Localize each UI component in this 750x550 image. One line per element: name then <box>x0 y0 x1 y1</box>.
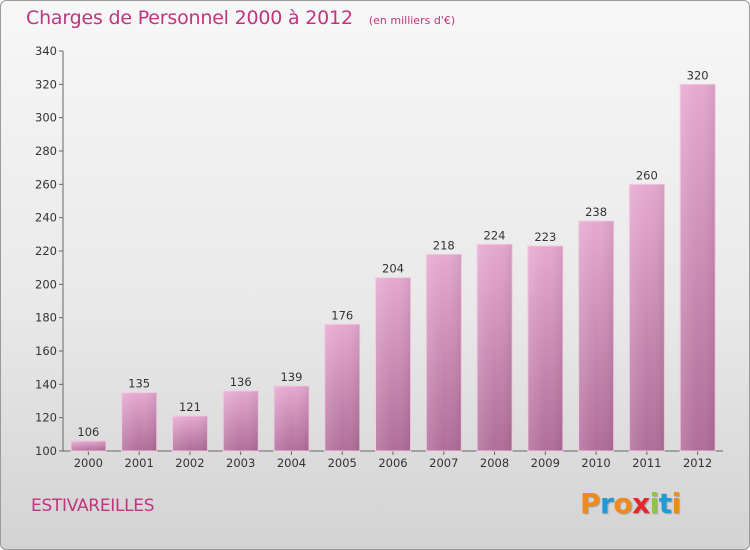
y-tick-label: 320 <box>35 77 57 91</box>
x-tick-label: 2012 <box>683 456 712 470</box>
bar-sheen <box>172 416 208 451</box>
data-label: 176 <box>331 308 353 322</box>
x-tick-label: 2006 <box>378 456 407 470</box>
data-label: 136 <box>230 375 252 389</box>
y-tick-label: 160 <box>35 344 57 358</box>
data-label: 106 <box>77 425 99 439</box>
data-label: 135 <box>128 377 150 391</box>
data-label: 223 <box>534 230 556 244</box>
y-tick-label: 180 <box>35 311 57 325</box>
bar-sheen <box>223 391 259 451</box>
x-tick-label: 2004 <box>277 456 306 470</box>
y-tick-label: 300 <box>35 111 57 125</box>
logo-letter: i <box>671 487 682 520</box>
proxiti-logo: Proxiti <box>580 487 681 520</box>
bar-sheen <box>477 244 513 451</box>
y-tick-label: 340 <box>35 44 57 58</box>
bar-sheen <box>680 84 716 451</box>
bar-sheen <box>629 184 665 452</box>
place-name: ESTIVAREILLES <box>31 496 155 516</box>
chart-subtitle: (en milliers d'€) <box>368 14 456 27</box>
x-tick-label: 2011 <box>632 456 661 470</box>
data-label: 218 <box>433 238 455 252</box>
bar-sheen <box>324 324 360 451</box>
data-label: 121 <box>179 400 201 414</box>
x-tick-label: 2007 <box>429 456 458 470</box>
logo-letter: x <box>632 487 650 520</box>
logo-letter: o <box>613 487 633 520</box>
bar-sheen <box>273 386 309 451</box>
x-tick-label: 2008 <box>480 456 509 470</box>
data-label: 139 <box>280 370 302 384</box>
x-tick-label: 2003 <box>226 456 255 470</box>
x-tick-label: 2009 <box>531 456 560 470</box>
y-axis: 100 120 140 160 180 200 220 240 260 280 300 320 340 <box>35 44 64 458</box>
x-tick-label: 2002 <box>175 456 204 470</box>
chart-header: Charges de Personnel 2000 à 2012 (en mill… <box>26 7 455 29</box>
x-axis: 2000 2001 2002 2003 2004 2005 2006 2007 2008 2009… <box>63 450 723 470</box>
y-tick-label: 220 <box>35 244 57 258</box>
bar-sheen <box>70 441 106 451</box>
x-tick-label: 2010 <box>581 456 610 470</box>
y-tick-label: 140 <box>35 377 57 391</box>
bar-sheen <box>375 277 411 451</box>
data-label: 260 <box>636 168 658 182</box>
y-tick-label: 280 <box>35 144 57 158</box>
chart-title: Charges de Personnel 2000 à 2012 <box>26 7 353 29</box>
y-tick-label: 100 <box>35 444 57 458</box>
logo-letter: r <box>600 487 614 520</box>
x-tick-label: 2001 <box>125 456 154 470</box>
bar-sheen <box>426 254 462 451</box>
logo-letter: i <box>649 487 660 520</box>
data-label: 320 <box>687 68 709 82</box>
x-tick-label: 2005 <box>328 456 357 470</box>
bars <box>70 83 716 452</box>
data-labels: 106 135 121 136 139 176 204 218 224 223 238 260 320 <box>77 68 708 439</box>
data-label: 204 <box>382 262 404 276</box>
bar-sheen <box>121 392 157 451</box>
y-tick-label: 260 <box>35 177 57 191</box>
bar-sheen <box>527 246 563 451</box>
bar-sheen <box>578 221 614 451</box>
x-tick-label: 2000 <box>74 456 103 470</box>
data-label: 224 <box>484 228 506 242</box>
data-label: 238 <box>585 205 607 219</box>
y-tick-label: 120 <box>35 411 57 425</box>
logo-letter: P <box>580 487 601 520</box>
y-tick-label: 200 <box>35 277 57 291</box>
logo-letter: t <box>658 487 672 520</box>
y-tick-label: 240 <box>35 211 57 225</box>
